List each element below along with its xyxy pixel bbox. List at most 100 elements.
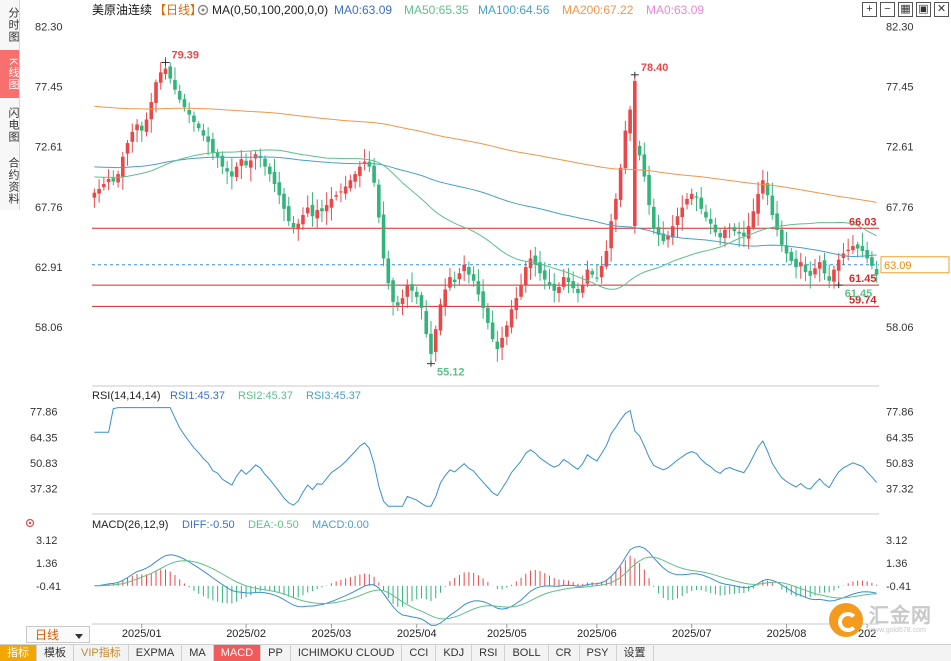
candle-body bbox=[452, 279, 457, 283]
macd-settings-icon-core bbox=[28, 521, 32, 525]
candle-body bbox=[813, 268, 817, 275]
price-tick-left: 72.61 bbox=[35, 142, 63, 154]
candle-body bbox=[348, 180, 353, 189]
candle-body bbox=[604, 250, 609, 267]
candle-body bbox=[618, 167, 623, 200]
side-tab-kline[interactable]: K线图 bbox=[0, 50, 19, 98]
rsi-tick-right: 37.32 bbox=[886, 484, 914, 496]
candle-body bbox=[798, 262, 803, 267]
level-label: 66.03 bbox=[849, 216, 877, 228]
logo-icon bbox=[829, 603, 863, 637]
candle-body bbox=[339, 191, 343, 193]
indicator-tab-psy[interactable]: PSY bbox=[580, 645, 617, 661]
extreme-label: 55.12 bbox=[437, 367, 465, 379]
candle-body bbox=[571, 281, 576, 289]
indicator-tab-vip指标[interactable]: VIP指标 bbox=[74, 645, 129, 661]
gear-icon-core bbox=[201, 8, 205, 12]
candle-body bbox=[628, 109, 632, 134]
side-tab-contract-info[interactable]: 合约资料 bbox=[7, 157, 19, 205]
candle-body bbox=[519, 285, 523, 297]
indicator-tab-rsi[interactable]: RSI bbox=[472, 645, 506, 661]
candle-body bbox=[329, 198, 334, 208]
x-tick-label: 2025/01 bbox=[122, 628, 162, 640]
candle-body bbox=[286, 206, 291, 222]
candle-body bbox=[718, 232, 722, 238]
price-tick-right: 72.61 bbox=[886, 142, 914, 154]
candle-body bbox=[386, 258, 391, 284]
candle-body bbox=[751, 211, 756, 228]
candle-body bbox=[623, 130, 628, 169]
candle-body bbox=[405, 284, 410, 297]
candle-body bbox=[846, 249, 850, 252]
candle-body bbox=[547, 282, 552, 286]
candle-body bbox=[272, 171, 277, 184]
level-label: 61.45 bbox=[849, 273, 877, 285]
zoom-in-button[interactable]: + bbox=[862, 2, 877, 17]
price-tick-right: 77.45 bbox=[886, 82, 914, 94]
candle-body bbox=[225, 168, 229, 172]
indicator-tab-模板[interactable]: 模板 bbox=[37, 645, 74, 661]
candle-body bbox=[116, 174, 120, 183]
candle-body bbox=[865, 249, 869, 259]
candle-body bbox=[291, 223, 296, 228]
indicator-tab-ichimoku-cloud[interactable]: ICHIMOKU CLOUD bbox=[291, 645, 403, 661]
indicator-tab-expma[interactable]: EXPMA bbox=[129, 645, 183, 661]
indicator-tab-boll[interactable]: BOLL bbox=[505, 645, 549, 661]
candle-body bbox=[424, 311, 429, 335]
candle-body bbox=[481, 291, 485, 309]
candle-body bbox=[400, 298, 405, 304]
price-tick-right: 58.06 bbox=[886, 322, 914, 334]
indicator-tab-cci[interactable]: CCI bbox=[402, 645, 437, 661]
candle-body bbox=[215, 152, 220, 157]
candle-body bbox=[429, 333, 433, 354]
candle-body bbox=[163, 68, 168, 74]
ma-value-label: MA200:67.22 bbox=[562, 3, 634, 17]
rsi-tick-right: 50.83 bbox=[886, 458, 914, 470]
zoom-out-button[interactable]: − bbox=[880, 2, 895, 17]
candle-body bbox=[234, 166, 239, 177]
fullscreen-button[interactable]: ▣ bbox=[916, 2, 931, 17]
indicator-tab-kdj[interactable]: KDJ bbox=[436, 645, 473, 661]
indicator-tab-pp[interactable]: PP bbox=[261, 645, 291, 661]
candle-body bbox=[201, 130, 206, 136]
candle-body bbox=[595, 277, 599, 279]
candle-body bbox=[438, 304, 443, 331]
side-tab-flash[interactable]: 闪电图 bbox=[7, 107, 19, 143]
indicator-tab-cr[interactable]: CR bbox=[549, 645, 580, 661]
candle-body bbox=[111, 178, 116, 182]
indicator-tab-macd[interactable]: MACD bbox=[213, 645, 262, 661]
x-tick-label: 2025/06 bbox=[577, 628, 617, 640]
candle-body bbox=[220, 155, 225, 167]
chart-toolbar: + − ▦ ▣ ✕ bbox=[862, 2, 949, 17]
candle-body bbox=[102, 183, 106, 188]
candle-body bbox=[699, 197, 704, 209]
candle-body bbox=[362, 161, 367, 164]
candle-body bbox=[746, 226, 751, 239]
candle-body bbox=[827, 276, 832, 281]
x-tick-label: 2025/05 bbox=[487, 628, 527, 640]
ma-header: MA(0,50,100,200,0,0) bbox=[212, 3, 328, 17]
indicator-tab-设置[interactable]: 设置 bbox=[617, 645, 654, 661]
site-logo: 汇金网 www.gold678.com bbox=[829, 600, 939, 640]
candle-body bbox=[794, 258, 798, 268]
candle-body bbox=[433, 329, 438, 352]
candle-body bbox=[808, 270, 813, 276]
rsi-tick-right: 77.86 bbox=[886, 407, 914, 419]
candle-body bbox=[680, 207, 685, 218]
indicator-tab-ma[interactable]: MA bbox=[182, 645, 214, 661]
candle-body bbox=[642, 154, 647, 177]
period-select[interactable]: 日线 bbox=[26, 626, 90, 643]
candle-body bbox=[860, 246, 865, 251]
x-tick-label: 2025/08 bbox=[767, 628, 807, 640]
candle-body bbox=[832, 269, 836, 282]
candle-body bbox=[410, 284, 414, 291]
x-tick-label: 202 bbox=[858, 628, 876, 640]
candle-body bbox=[419, 295, 424, 309]
layout-button[interactable]: ▦ bbox=[898, 2, 913, 17]
candle-body bbox=[599, 265, 604, 278]
candle-body bbox=[395, 302, 400, 306]
close-button[interactable]: ✕ bbox=[934, 2, 949, 17]
side-tab-timeshare[interactable]: 分时图 bbox=[7, 7, 19, 43]
candle-body bbox=[770, 195, 775, 216]
